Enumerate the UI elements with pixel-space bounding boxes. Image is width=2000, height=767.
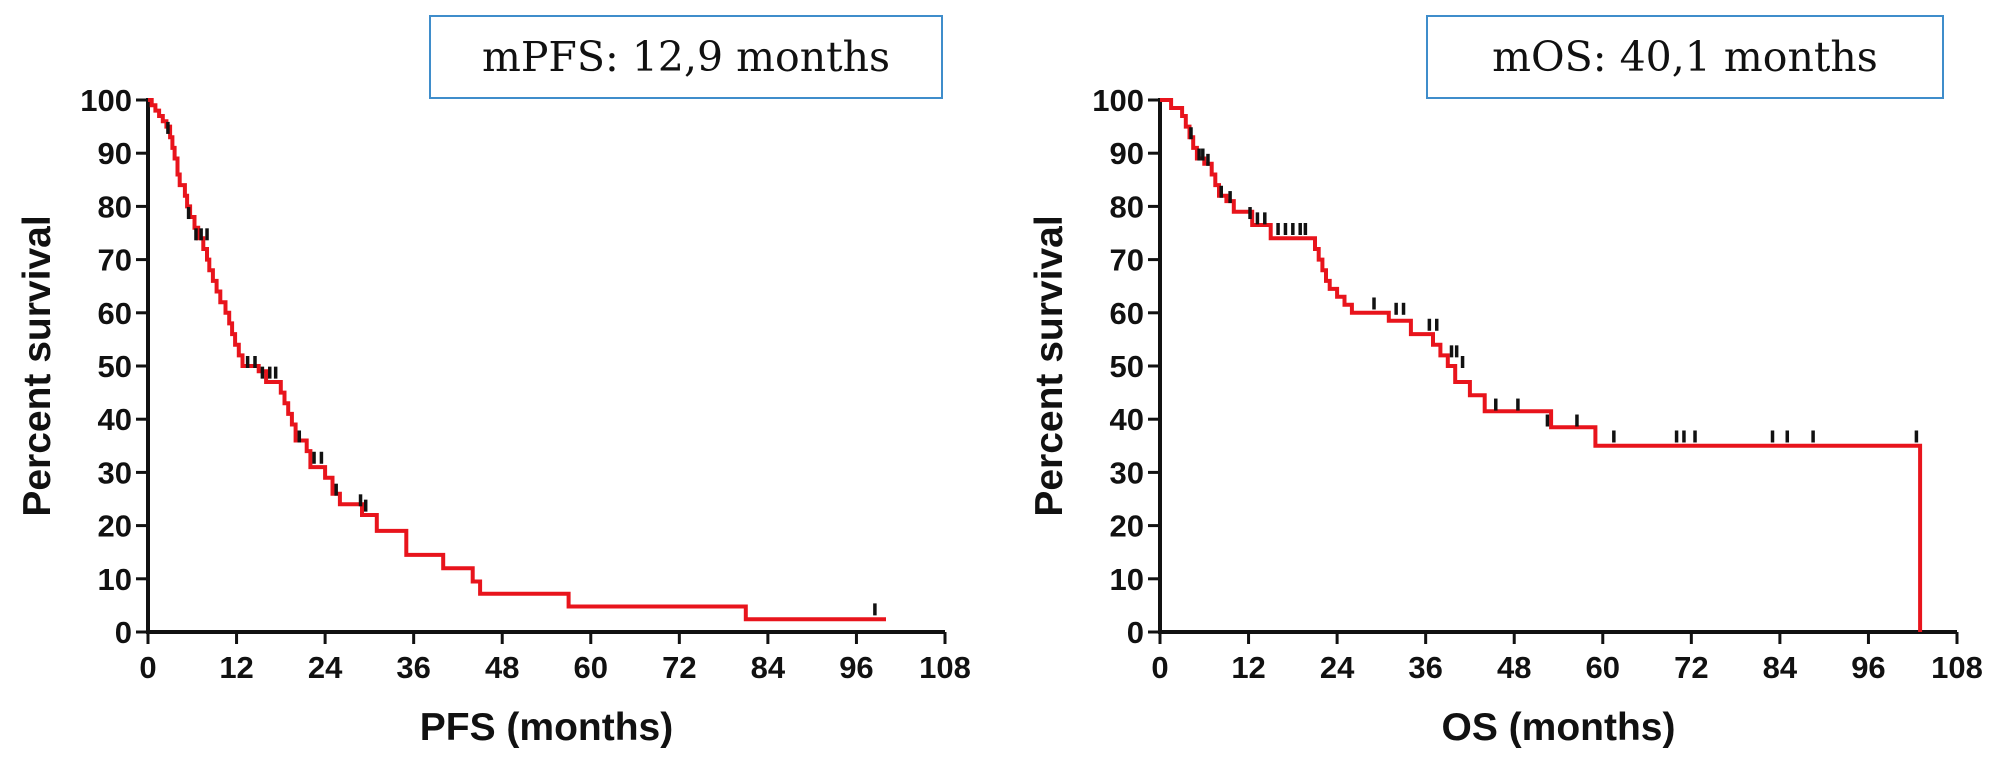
os-median-label: mOS: 40,1 months	[1492, 33, 1878, 81]
pfs-x-tick-label: 0	[139, 650, 156, 685]
pfs-y-tick-label: 20	[98, 509, 132, 544]
os-x-tick-label: 48	[1497, 650, 1531, 685]
pfs-x-axis-title: PFS (months)	[420, 706, 673, 749]
pfs-x-tick-label: 12	[219, 650, 253, 685]
pfs-y-tick-label: 90	[98, 136, 132, 171]
pfs-median-box	[429, 15, 943, 99]
os-x-tick-label: 84	[1763, 650, 1798, 685]
pfs-y-tick-label: 0	[115, 615, 132, 650]
pfs-y-tick-label: 50	[98, 349, 132, 384]
os-x-tick-label: 36	[1408, 650, 1442, 685]
os-y-tick-label: 100	[1092, 83, 1144, 118]
pfs-x-tick-label: 48	[485, 650, 519, 685]
os-y-tick-label: 0	[1127, 615, 1144, 650]
pfs-y-tick-label: 30	[98, 455, 132, 490]
os-y-tick-label: 80	[1110, 189, 1144, 224]
pfs-y-tick-label: 80	[98, 189, 132, 224]
os-x-axis-title: OS (months)	[1442, 706, 1676, 749]
os-x-tick-label: 0	[1151, 650, 1168, 685]
os-y-tick-label: 50	[1110, 349, 1144, 384]
os-median-box	[1426, 15, 1944, 99]
os-x-tick-label: 108	[1931, 650, 1983, 685]
os-y-tick-label: 70	[1110, 243, 1144, 278]
pfs-y-tick-label: 100	[80, 83, 132, 118]
os-x-tick-label: 72	[1674, 650, 1708, 685]
pfs-median-label: mPFS: 12,9 months	[482, 33, 890, 81]
os-panel: mOS: 40,1 months 0 10 20 30 40 50 60 70 80 90 100 0 1…	[1028, 15, 1983, 749]
pfs-x-tick-label: 60	[574, 650, 608, 685]
os-y-tick-label: 90	[1110, 136, 1144, 171]
pfs-x-tick-label: 72	[662, 650, 696, 685]
os-y-tick-label: 10	[1110, 562, 1144, 597]
os-x-tick-label: 96	[1851, 650, 1885, 685]
os-survival-curve	[1160, 98, 1923, 632]
pfs-x-tick-label: 36	[396, 650, 430, 685]
pfs-y-tick-label: 40	[98, 402, 132, 437]
pfs-x-tick-label: 84	[751, 650, 786, 685]
pfs-panel: mPFS: 12,9 months 0 10 20 30 40 50 60 70 80 90 100 0…	[16, 15, 971, 749]
os-x-tick-label: 60	[1586, 650, 1620, 685]
os-y-tick-label: 30	[1110, 455, 1144, 490]
os-y-axis-title: Percent survival	[1028, 215, 1071, 516]
os-x-tick-label: 24	[1320, 650, 1355, 685]
pfs-y-tick-label: 60	[98, 296, 132, 331]
pfs-x-tick-label: 96	[839, 650, 873, 685]
os-x-tick-label: 12	[1231, 650, 1265, 685]
pfs-y-tick-label: 10	[98, 562, 132, 597]
pfs-x-tick-label: 108	[919, 650, 971, 685]
os-y-tick-label: 20	[1110, 509, 1144, 544]
pfs-y-tick-label: 70	[98, 243, 132, 278]
pfs-x-tick-label: 24	[308, 650, 343, 685]
os-y-tick-label: 60	[1110, 296, 1144, 331]
pfs-survival-curve	[148, 98, 886, 622]
os-y-tick-label: 40	[1110, 402, 1144, 437]
pfs-y-axis-title: Percent survival	[16, 215, 59, 516]
